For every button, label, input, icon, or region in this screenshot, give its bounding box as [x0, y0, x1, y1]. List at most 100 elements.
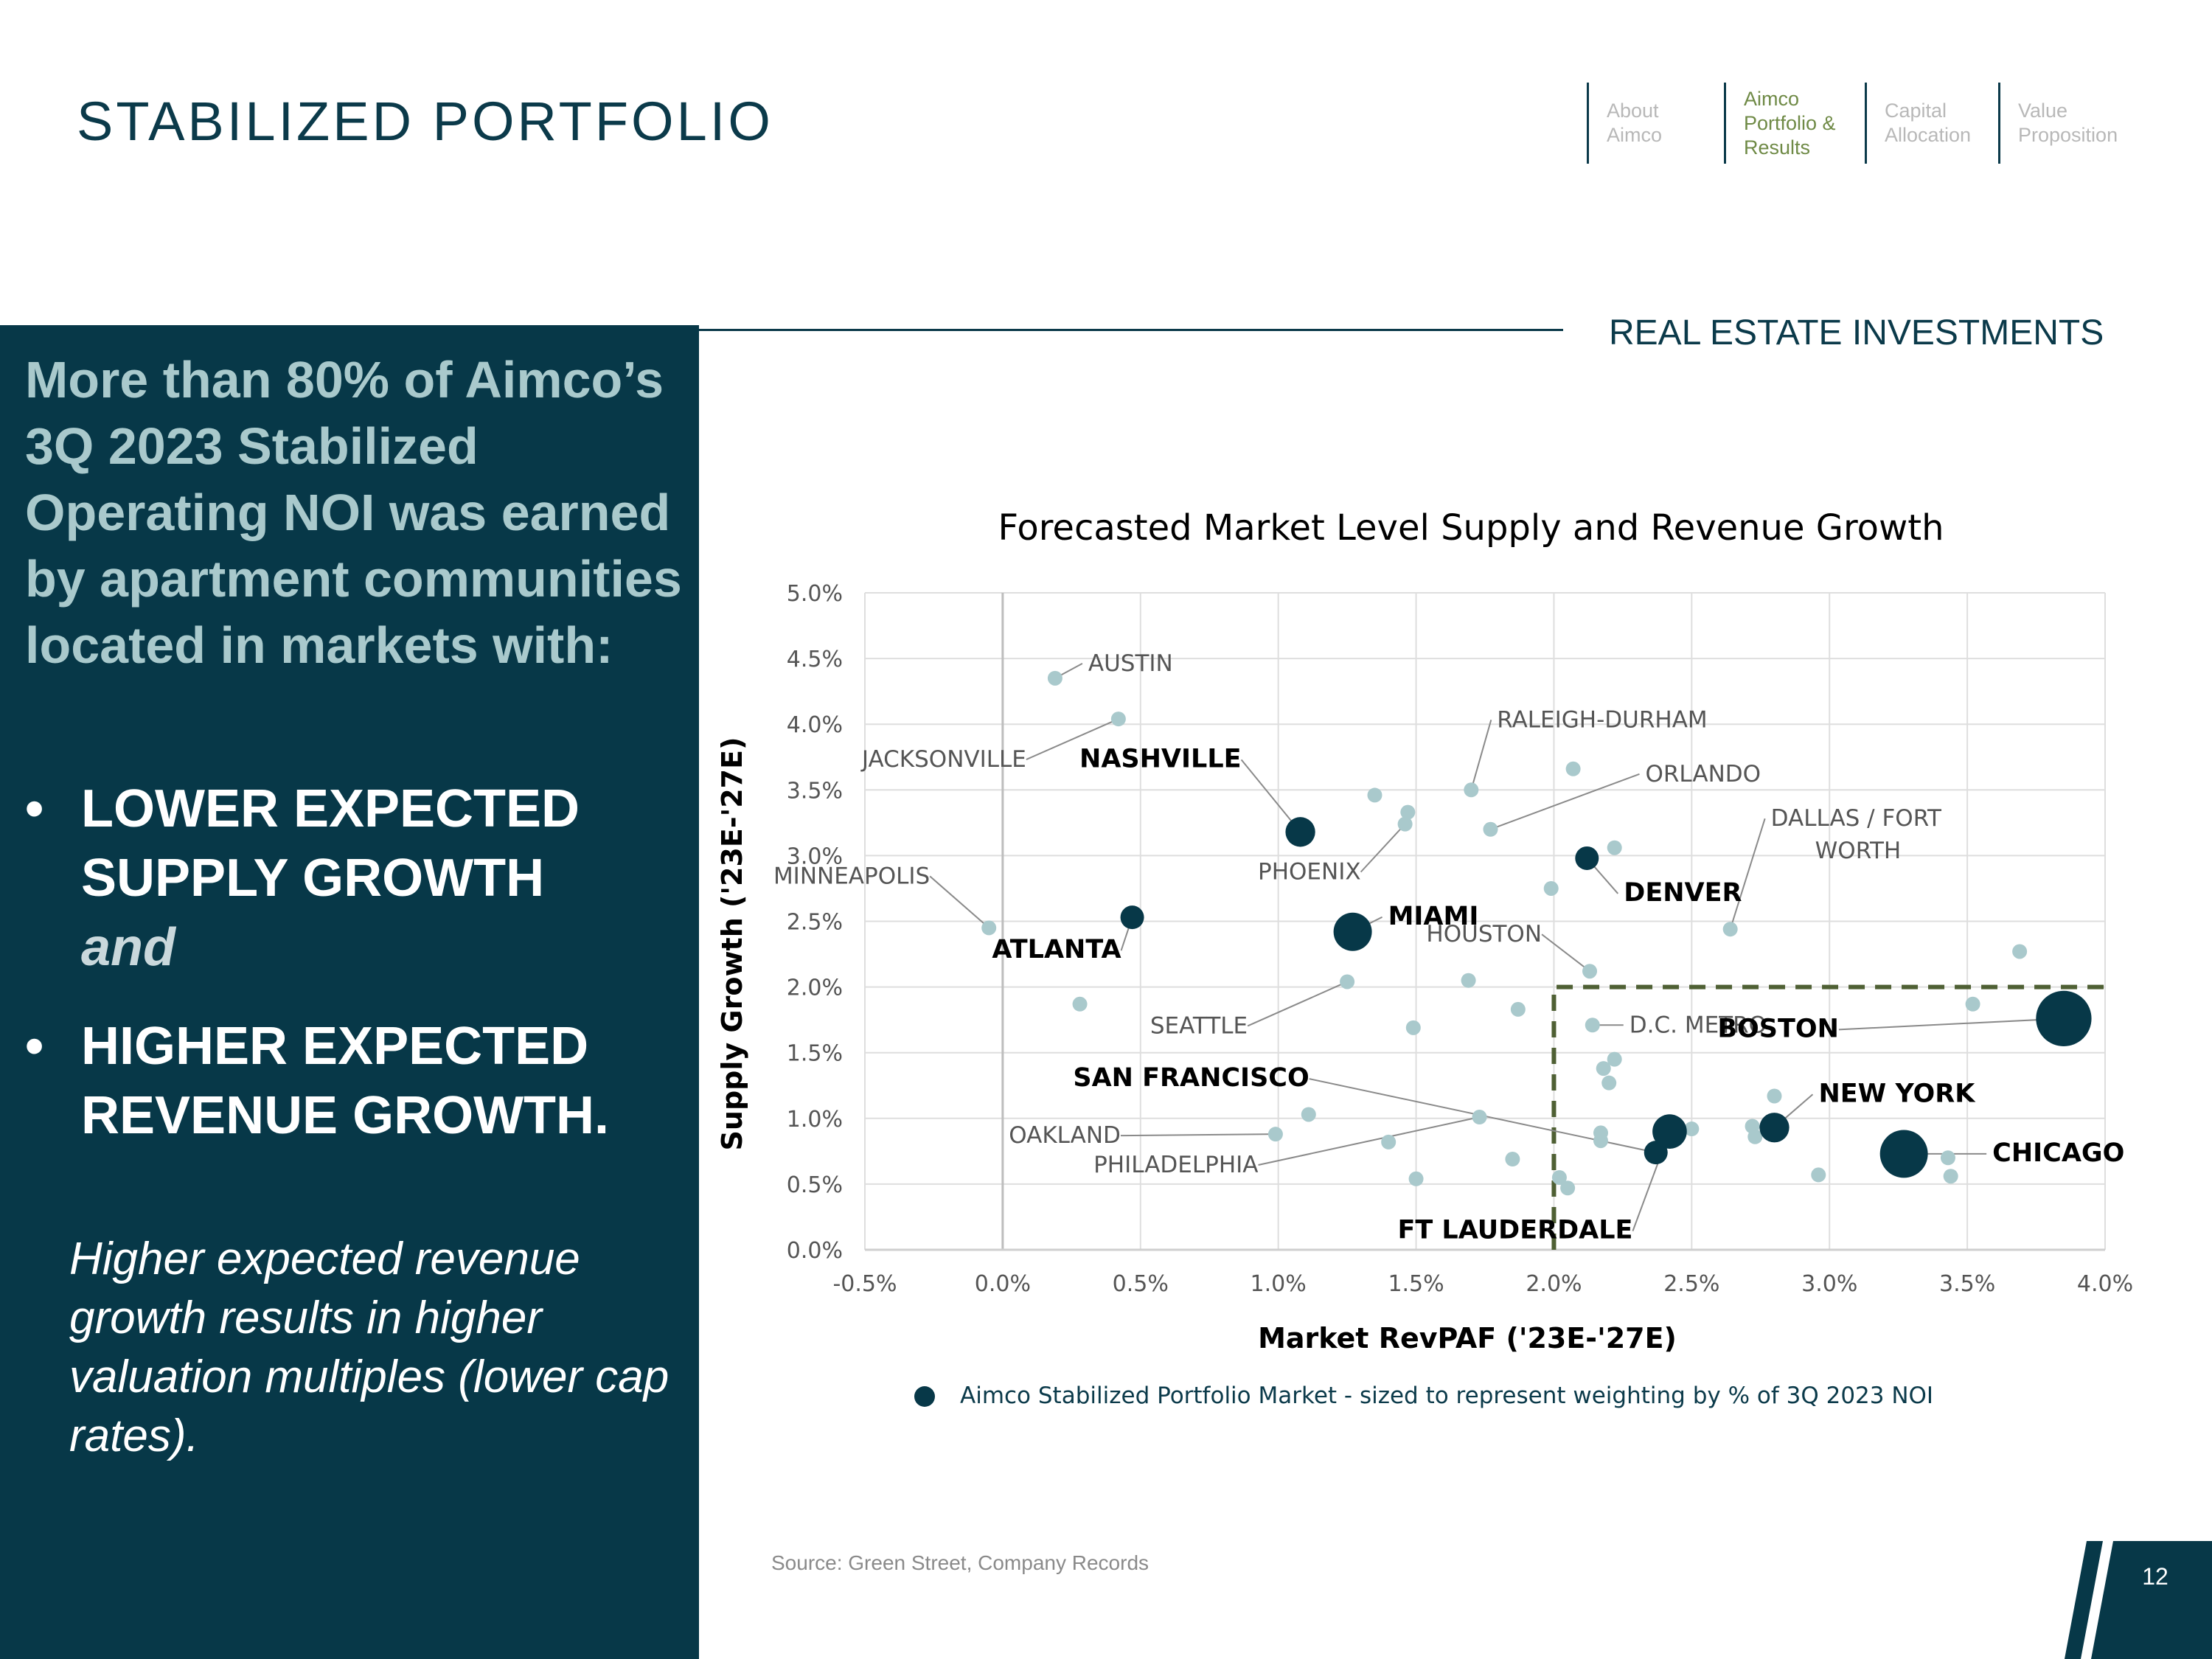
market-point: [1593, 1125, 1608, 1141]
aimco-market-point: [1285, 817, 1315, 847]
market-point: [1747, 1129, 1763, 1144]
leader-line: [1541, 933, 1590, 973]
section-divider: [699, 329, 1563, 331]
market-point: [1684, 1121, 1700, 1137]
leader-line: [1490, 773, 1640, 830]
aimco-market-point: [1652, 1114, 1687, 1149]
market-label: NEW YORK: [1818, 1079, 1976, 1108]
y-tick-label: 5.0%: [787, 581, 843, 607]
market-point: [1722, 922, 1738, 937]
leader-line: [1026, 718, 1119, 760]
leader-line: [1240, 759, 1301, 832]
y-tick-label: 1.0%: [787, 1107, 843, 1133]
data-points: [981, 670, 2092, 1196]
market-point: [1585, 1018, 1600, 1033]
aimco-market-point: [1879, 1130, 1928, 1178]
market-point: [1565, 761, 1581, 776]
x-tick-label: 2.0%: [1526, 1271, 1582, 1297]
y-tick-label: 4.0%: [787, 712, 843, 738]
page-title: STABILIZED PORTFOLIO: [77, 91, 773, 152]
y-tick-label: 2.0%: [787, 975, 843, 1001]
key-points-list: • LOWER EXPECTED SUPPLY GROWTH and • HIG…: [25, 774, 689, 1180]
market-label: OAKLAND: [1009, 1122, 1121, 1149]
market-point: [1405, 1020, 1421, 1035]
market-label: DALLAS / FORT WORTH: [1771, 805, 1942, 864]
market-point: [1110, 712, 1126, 727]
market-point: [1505, 1152, 1520, 1167]
market-label: MINNEAPOLIS: [773, 863, 930, 889]
chart-title: Forecasted Market Level Supply and Reven…: [998, 507, 1944, 549]
market-point: [1965, 996, 1980, 1012]
chart-axes: 0.0% 0.5% 1.0% 1.5% 2.0% 2.5% 3.0% 3.5% 4.0% 4.5%…: [787, 581, 2133, 1297]
market-point: [1940, 1150, 1955, 1166]
market-point: [1367, 787, 1382, 803]
market-label: SEATTLE: [1150, 1012, 1248, 1039]
legend-text: Aimco Stabilized Portfolio Market - size…: [960, 1382, 1933, 1409]
market-label: MIAMI: [1388, 902, 1479, 931]
leader-line: [929, 875, 990, 929]
market-point: [1943, 1169, 1958, 1184]
y-tick-label: 0.0%: [787, 1238, 843, 1264]
market-label: JACKSONVILLE: [860, 746, 1026, 773]
market-label: ATLANTA: [992, 935, 1121, 964]
y-tick-label: 2.5%: [787, 910, 843, 936]
leader-line: [1838, 1018, 2064, 1031]
threshold-dashed-line: [1551, 984, 2105, 1250]
lead-statement: More than 80% of Aimco’s 3Q 2023 Stabili…: [25, 351, 682, 674]
nav-tab-portfolio-results[interactable]: Aimco Portfolio & Results: [1724, 83, 1865, 164]
nav-tab-about-aimco[interactable]: About Aimco: [1587, 83, 1724, 164]
leader-line: [1360, 823, 1406, 873]
legend-marker: [914, 1386, 935, 1407]
market-label: DENVER: [1624, 878, 1742, 908]
y-axis-label: Supply Growth ('23E-'27E): [716, 737, 748, 1151]
threshold-box: [1551, 984, 2105, 1250]
leader-line: [1729, 818, 1766, 930]
market-point: [1408, 1171, 1424, 1186]
x-tick-label: 0.0%: [975, 1271, 1031, 1297]
market-point: [1381, 1134, 1397, 1150]
market-point: [1601, 1075, 1617, 1091]
aimco-market-point: [2036, 990, 2092, 1046]
market-point: [1461, 973, 1476, 988]
nav-tab-value-proposition[interactable]: Value Proposition: [1998, 83, 2146, 164]
section-label: REAL ESTATE INVESTMENTS: [1609, 313, 2104, 352]
market-point: [1267, 1127, 1283, 1142]
page-number: 12: [2142, 1563, 2168, 1590]
market-point: [1400, 804, 1416, 820]
market-point: [1072, 996, 1088, 1012]
x-tick-label: 4.0%: [2077, 1271, 2133, 1297]
valuation-footnote: Higher expected revenue growth results i…: [69, 1234, 669, 1461]
market-point: [1510, 1001, 1526, 1017]
market-label: PHILADELPHIA: [1093, 1152, 1258, 1178]
data-labels: AUSTIN JACKSONVILLE MINNEAPOLIS RALEIGH-DUR…: [773, 650, 2124, 1245]
market-label: NASHVILLE: [1079, 744, 1242, 773]
key-point-revenue-text: HIGHER EXPECTED REVENUE GROWTH.: [81, 1017, 610, 1145]
market-label: ORLANDO: [1645, 761, 1761, 787]
market-label: HOUSTON: [1426, 921, 1542, 947]
key-point-supply-text: LOWER EXPECTED SUPPLY GROWTH: [81, 779, 580, 908]
market-point: [1596, 1061, 1611, 1077]
y-tick-label: 3.5%: [787, 778, 843, 804]
nav-tab-capital-allocation[interactable]: Capital Allocation: [1865, 83, 1998, 164]
key-point-supply: • LOWER EXPECTED SUPPLY GROWTH and: [25, 774, 689, 982]
leader-line: [1120, 1133, 1276, 1137]
x-tick-label: 1.5%: [1388, 1271, 1444, 1297]
top-nav: About Aimco Aimco Portfolio & Results Ca…: [1587, 83, 2146, 164]
market-label: D.C. METRO: [1630, 1012, 1767, 1038]
market-point: [981, 920, 997, 936]
market-point: [1811, 1167, 1826, 1183]
bullet-dot: •: [25, 1017, 44, 1076]
market-point: [1607, 1051, 1622, 1067]
key-point-connector: and: [81, 918, 176, 977]
y-tick-label: 1.5%: [787, 1041, 843, 1067]
market-label: PHOENIX: [1258, 859, 1361, 886]
aimco-market-point: [1333, 912, 1372, 951]
market-point: [1301, 1107, 1316, 1122]
badge-block: [2091, 1541, 2212, 1659]
market-point: [1047, 670, 1062, 686]
source-note: Source: Green Street, Company Records: [771, 1551, 1150, 1574]
page-number-badge: [2065, 1541, 2212, 1659]
left-panel: [0, 325, 699, 1659]
market-label: BOSTON: [1717, 1014, 1839, 1043]
market-point: [1543, 880, 1559, 896]
